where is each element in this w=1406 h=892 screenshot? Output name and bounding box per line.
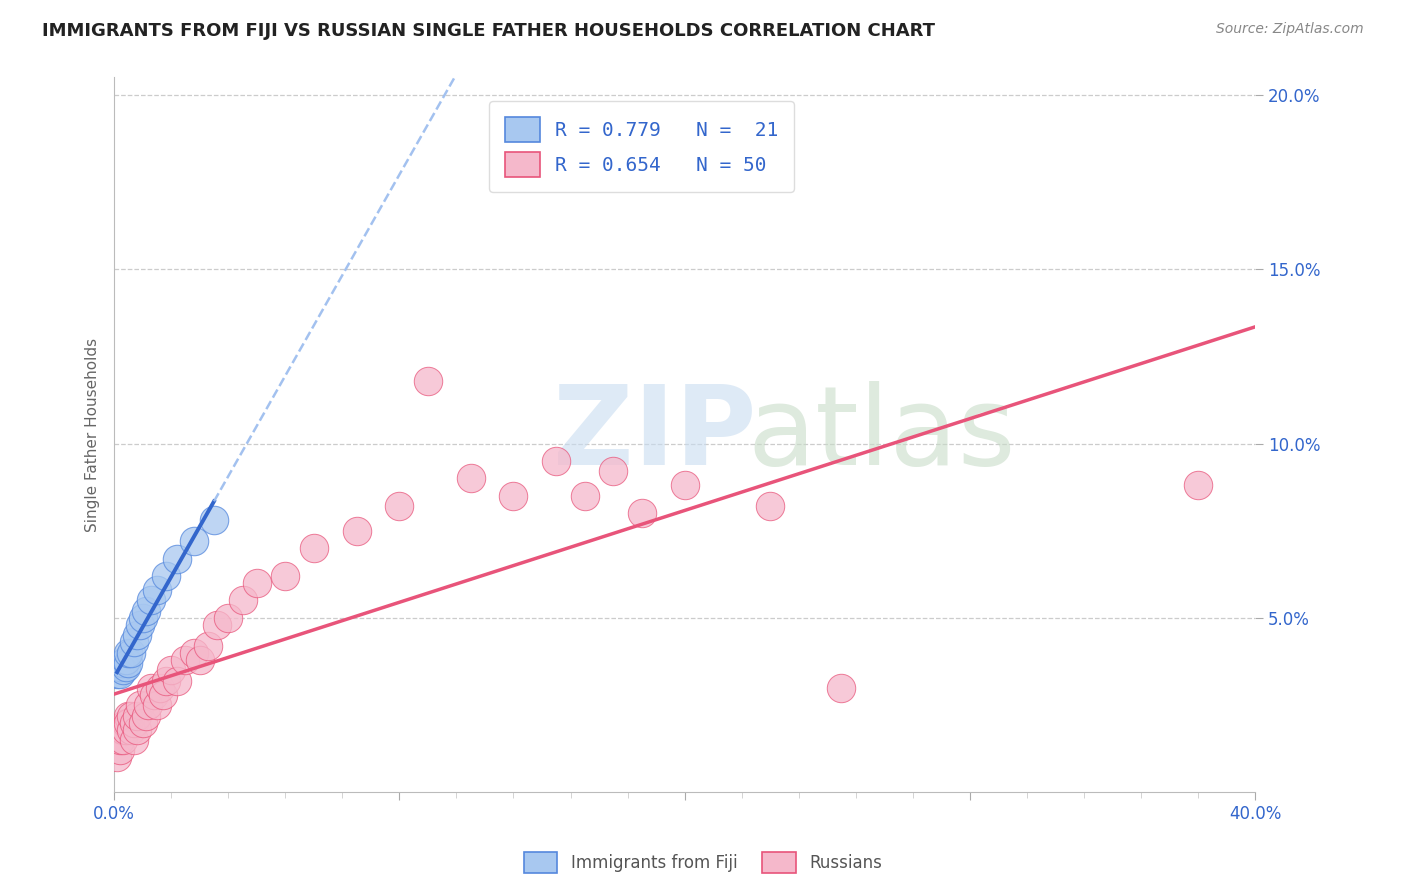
Point xyxy=(114,659,136,673)
Point xyxy=(108,659,131,673)
Point xyxy=(135,708,157,723)
Point xyxy=(117,657,139,671)
Y-axis label: Single Father Households: Single Father Households xyxy=(86,338,100,532)
Point xyxy=(120,708,142,723)
Point xyxy=(146,698,169,712)
Point xyxy=(122,635,145,649)
Point xyxy=(174,653,197,667)
Point xyxy=(202,513,225,527)
Point xyxy=(502,489,524,503)
Point xyxy=(125,708,148,723)
Point xyxy=(125,723,148,737)
Point xyxy=(759,500,782,514)
Point xyxy=(416,374,439,388)
Point xyxy=(183,646,205,660)
Point xyxy=(197,639,219,653)
Text: Source: ZipAtlas.com: Source: ZipAtlas.com xyxy=(1216,22,1364,37)
Point xyxy=(346,524,368,538)
Point xyxy=(111,733,134,747)
Legend: R = 0.779   N =  21, R = 0.654   N = 50: R = 0.779 N = 21, R = 0.654 N = 50 xyxy=(489,102,794,193)
Point xyxy=(160,663,183,677)
Point xyxy=(166,551,188,566)
Legend: Immigrants from Fiji, Russians: Immigrants from Fiji, Russians xyxy=(517,846,889,880)
Point xyxy=(460,471,482,485)
Point xyxy=(135,604,157,618)
Point xyxy=(205,618,228,632)
Point xyxy=(630,506,652,520)
Point xyxy=(108,743,131,757)
Point xyxy=(122,733,145,747)
Point xyxy=(111,663,134,677)
Point xyxy=(274,569,297,583)
Point xyxy=(111,657,134,671)
Point xyxy=(117,715,139,730)
Point xyxy=(117,646,139,660)
Point xyxy=(673,478,696,492)
Point xyxy=(132,611,155,625)
Point xyxy=(166,673,188,688)
Point xyxy=(217,611,239,625)
Point xyxy=(574,489,596,503)
Point xyxy=(105,750,128,764)
Point xyxy=(114,653,136,667)
Point xyxy=(114,723,136,737)
Point xyxy=(125,628,148,642)
Point xyxy=(146,582,169,597)
Text: atlas: atlas xyxy=(748,382,1017,488)
Point xyxy=(128,618,150,632)
Point xyxy=(183,534,205,549)
Point xyxy=(188,653,211,667)
Text: IMMIGRANTS FROM FIJI VS RUSSIAN SINGLE FATHER HOUSEHOLDS CORRELATION CHART: IMMIGRANTS FROM FIJI VS RUSSIAN SINGLE F… xyxy=(42,22,935,40)
Point xyxy=(149,681,172,695)
Point xyxy=(231,593,253,607)
Point xyxy=(120,646,142,660)
Point xyxy=(143,688,166,702)
Point xyxy=(155,673,177,688)
Point xyxy=(546,454,568,468)
Point xyxy=(128,698,150,712)
Point xyxy=(388,500,411,514)
Point xyxy=(246,576,269,591)
Point xyxy=(141,681,163,695)
Point xyxy=(117,708,139,723)
Text: ZIP: ZIP xyxy=(554,382,756,488)
Point xyxy=(155,569,177,583)
Point xyxy=(830,681,852,695)
Point xyxy=(105,666,128,681)
Point xyxy=(602,465,624,479)
Point xyxy=(152,688,174,702)
Point xyxy=(1187,478,1209,492)
Point xyxy=(302,541,325,556)
Point xyxy=(111,723,134,737)
Point xyxy=(108,733,131,747)
Point xyxy=(138,698,160,712)
Point xyxy=(141,593,163,607)
Point xyxy=(114,715,136,730)
Point xyxy=(108,666,131,681)
Point xyxy=(132,715,155,730)
Point xyxy=(120,723,142,737)
Point xyxy=(122,715,145,730)
